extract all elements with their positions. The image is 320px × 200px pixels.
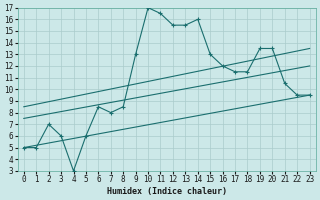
X-axis label: Humidex (Indice chaleur): Humidex (Indice chaleur) xyxy=(107,187,227,196)
